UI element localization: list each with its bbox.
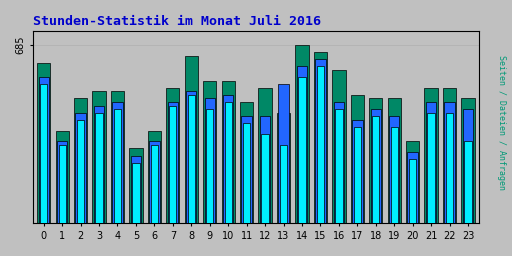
Bar xyxy=(461,98,475,223)
Bar xyxy=(94,105,104,223)
Bar xyxy=(151,145,158,223)
Bar xyxy=(111,91,124,223)
Bar xyxy=(148,131,161,223)
Bar xyxy=(408,152,418,223)
Bar xyxy=(38,77,49,223)
Bar xyxy=(446,113,453,223)
Bar xyxy=(74,98,87,223)
Bar xyxy=(426,102,436,223)
Bar xyxy=(114,109,121,223)
Bar xyxy=(77,120,84,223)
Bar xyxy=(464,141,472,223)
Bar xyxy=(315,59,326,223)
Bar xyxy=(463,109,473,223)
Bar xyxy=(166,88,180,223)
Bar xyxy=(131,156,141,223)
Bar xyxy=(388,98,401,223)
Bar xyxy=(389,116,399,223)
Bar xyxy=(295,45,309,223)
Bar xyxy=(112,102,123,223)
Bar xyxy=(242,116,252,223)
Bar xyxy=(240,102,253,223)
Bar xyxy=(354,127,361,223)
Bar xyxy=(332,70,346,223)
Bar xyxy=(409,159,416,223)
Bar xyxy=(205,98,215,223)
Bar xyxy=(185,56,198,223)
Bar xyxy=(203,81,217,223)
Bar xyxy=(260,116,270,223)
Text: Stunden-Statistik im Monat Juli 2016: Stunden-Statistik im Monat Juli 2016 xyxy=(33,15,321,28)
Bar xyxy=(169,105,177,223)
Text: Seiten / Dateien / Anfragen: Seiten / Dateien / Anfragen xyxy=(497,55,506,190)
Bar xyxy=(335,109,343,223)
Bar xyxy=(55,131,69,223)
Bar xyxy=(428,113,435,223)
Bar xyxy=(95,113,103,223)
Bar xyxy=(130,148,142,223)
Bar xyxy=(92,91,105,223)
Bar xyxy=(58,145,66,223)
Bar xyxy=(391,127,398,223)
Bar xyxy=(314,52,327,223)
Bar xyxy=(369,98,382,223)
Bar xyxy=(243,123,250,223)
Bar xyxy=(334,102,344,223)
Bar xyxy=(424,88,438,223)
Bar xyxy=(206,109,214,223)
Bar xyxy=(259,88,272,223)
Bar xyxy=(444,102,455,223)
Bar xyxy=(40,84,48,223)
Bar xyxy=(57,141,68,223)
Bar xyxy=(186,91,197,223)
Bar xyxy=(75,113,86,223)
Bar xyxy=(262,134,269,223)
Bar xyxy=(372,116,379,223)
Bar xyxy=(149,141,160,223)
Bar xyxy=(223,95,233,223)
Bar xyxy=(277,113,290,223)
Bar xyxy=(298,77,306,223)
Bar xyxy=(187,95,195,223)
Bar xyxy=(225,102,232,223)
Bar xyxy=(167,102,178,223)
Bar xyxy=(317,66,324,223)
Bar xyxy=(279,84,289,223)
Bar xyxy=(297,66,307,223)
Bar xyxy=(132,163,140,223)
Bar xyxy=(37,63,50,223)
Bar xyxy=(406,141,419,223)
Bar xyxy=(443,88,456,223)
Bar xyxy=(280,145,287,223)
Bar xyxy=(371,109,381,223)
Bar xyxy=(352,120,362,223)
Bar xyxy=(222,81,235,223)
Bar xyxy=(351,95,364,223)
